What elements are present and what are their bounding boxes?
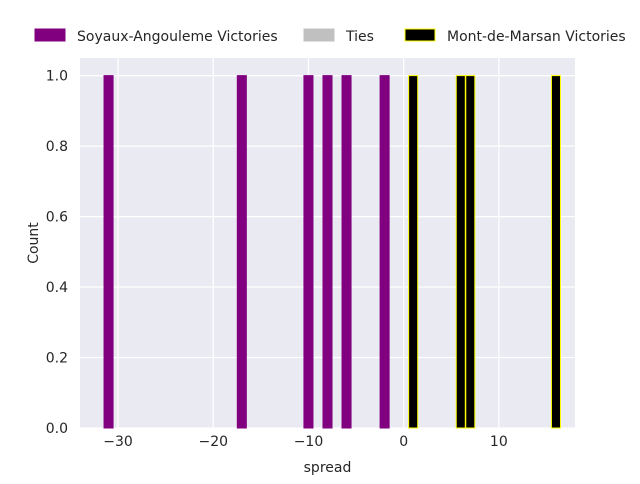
x-tick-label: 10 xyxy=(490,434,508,450)
x-axis-label: spread xyxy=(304,460,352,476)
legend-swatch xyxy=(303,28,335,42)
legend-swatch xyxy=(34,28,66,42)
legend-label: Mont-de-Marsan Victories xyxy=(447,29,626,45)
bar-series-0 xyxy=(379,75,390,429)
y-tick-label: 0.2 xyxy=(46,351,68,367)
bar-series-2 xyxy=(455,75,466,429)
bar-series-2 xyxy=(408,75,419,429)
bar-series-0 xyxy=(322,75,333,429)
y-tick-label: 0.4 xyxy=(46,280,68,296)
bar-series-2 xyxy=(550,75,561,429)
bars xyxy=(103,75,561,429)
x-tick-label: −20 xyxy=(198,434,228,450)
y-axis-ticks: 0.0 0.2 0.4 0.6 0.8 1.0 xyxy=(46,69,68,437)
y-tick-label: 0.8 xyxy=(46,139,68,155)
y-axis-label: Count xyxy=(26,222,42,264)
x-tick-label: −10 xyxy=(294,434,324,450)
x-tick-label: −30 xyxy=(103,434,133,450)
y-tick-label: 0.0 xyxy=(46,421,68,437)
legend-swatch xyxy=(404,28,436,42)
bar-series-0 xyxy=(341,75,352,429)
legend-label: Soyaux-Angouleme Victories xyxy=(77,29,278,45)
y-tick-label: 1.0 xyxy=(46,69,68,85)
bar-series-2 xyxy=(465,75,476,429)
x-axis-ticks: −30 −20 −10 0 10 xyxy=(103,434,507,450)
bar-series-0 xyxy=(303,75,314,429)
bar-series-0 xyxy=(236,75,247,429)
legend-label: Ties xyxy=(345,29,374,45)
legend: Soyaux-Angouleme Victories Ties Mont-de-Ma… xyxy=(34,28,626,45)
bar-series-0 xyxy=(103,75,114,429)
y-tick-label: 0.6 xyxy=(46,210,68,226)
x-tick-label: 0 xyxy=(399,434,408,450)
